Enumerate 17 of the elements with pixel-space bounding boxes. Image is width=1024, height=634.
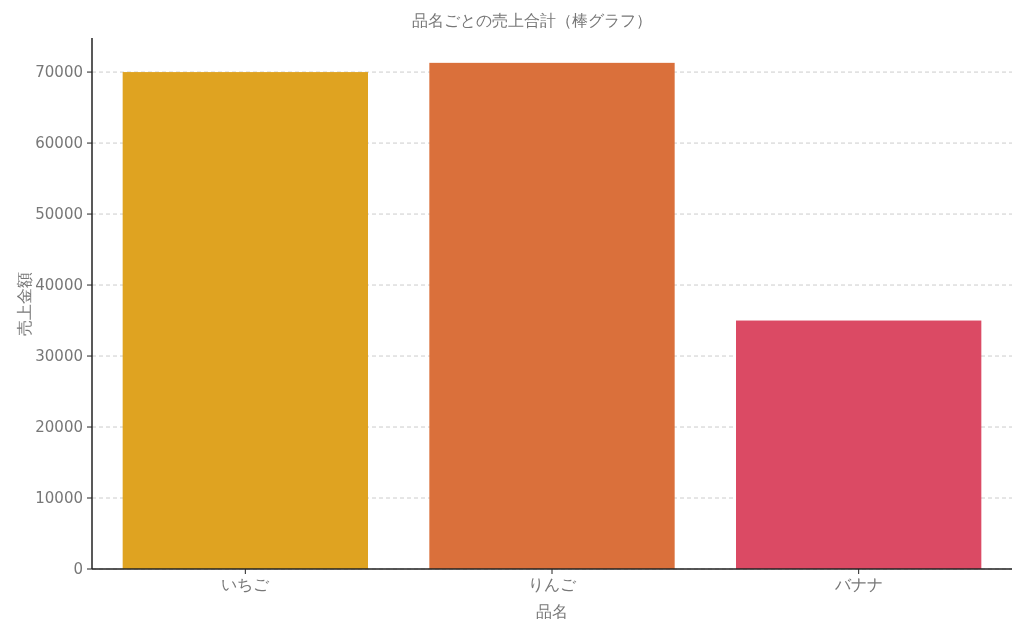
y-tick-label: 50000 (35, 205, 83, 224)
y-tick-label: 60000 (35, 134, 83, 153)
x-tick-label: りんご (528, 575, 577, 594)
y-tick-label: 0 (73, 560, 83, 579)
x-axis-title: 品名 (536, 602, 568, 621)
x-tick-label: バナナ (833, 575, 883, 594)
y-tick-label: 30000 (35, 347, 83, 366)
x-tick-label: いちご (221, 575, 271, 594)
bar (429, 62, 675, 569)
y-tick-label: 40000 (35, 276, 83, 295)
y-tick-label: 10000 (35, 489, 83, 508)
y-tick-label: 70000 (35, 63, 83, 82)
bar (736, 320, 982, 569)
chart-title: 品名ごとの売上合計（棒グラフ） (412, 11, 652, 30)
y-axis-title: 売上金額 (15, 271, 34, 336)
bar (122, 72, 368, 569)
y-tick-label: 20000 (35, 418, 83, 437)
